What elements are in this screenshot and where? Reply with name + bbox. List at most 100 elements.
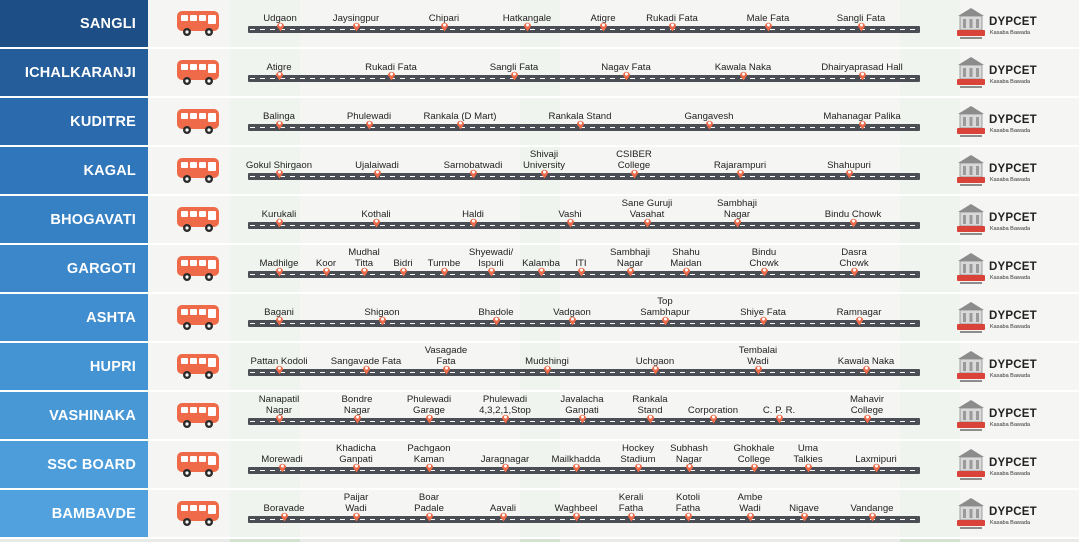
stop-label: Uma Talkies xyxy=(793,443,823,465)
college-subtitle: Kasaba Bawada xyxy=(990,30,1031,36)
location-pin-icon xyxy=(442,362,451,375)
stop-label: Dhairyaprasad Hall xyxy=(821,61,903,73)
location-pin-icon xyxy=(849,215,858,228)
college-building-icon xyxy=(956,349,986,383)
location-pin-icon xyxy=(275,117,284,130)
route-name[interactable]: ICHALKARANJI xyxy=(0,49,148,96)
stop-label: Balinga xyxy=(262,110,295,122)
stop-label: Rankala (D Mart) xyxy=(423,110,497,122)
college-name: DYPCET xyxy=(989,408,1037,420)
location-pin-icon xyxy=(850,264,859,277)
location-pin-icon xyxy=(622,68,631,81)
college-subtitle: Kasaba Bawada xyxy=(990,128,1031,134)
location-pin-icon xyxy=(705,117,714,130)
route-name[interactable]: GARGOTI xyxy=(0,245,148,292)
bus-icon xyxy=(176,303,220,331)
route-row: ASHTA Bagani Shigaon Bhadole Vadgaon Top Samb… xyxy=(0,294,1079,343)
bus-icon xyxy=(176,58,220,86)
location-pin-icon xyxy=(537,264,546,277)
college-subtitle: Kasaba Bawada xyxy=(990,471,1031,477)
location-pin-icon xyxy=(510,68,519,81)
college-logo: DYPCET Kasaba Bawada xyxy=(956,151,1076,191)
route-row: SANGLI Udgaon Jaysingpur Chipari Hatkangale A… xyxy=(0,0,1079,49)
route-name[interactable]: BHOGAVATI xyxy=(0,196,148,243)
route-lane xyxy=(148,245,1079,292)
college-building-icon xyxy=(956,104,986,138)
location-pin-icon xyxy=(523,19,532,32)
location-pin-icon xyxy=(275,166,284,179)
location-pin-icon xyxy=(275,68,284,81)
college-building-icon xyxy=(956,398,986,432)
stop-label: Shivaji University xyxy=(522,149,566,171)
location-pin-icon xyxy=(858,68,867,81)
route-name[interactable]: VASHINAKA xyxy=(0,392,148,439)
stop-label: Corporation xyxy=(687,404,739,416)
stop-label: Gangavesh xyxy=(684,110,734,122)
stop-label: Laxmipuri xyxy=(855,453,897,465)
location-pin-icon xyxy=(578,411,587,424)
location-pin-icon xyxy=(804,460,813,473)
stop-label: Mailkhadda xyxy=(551,453,601,465)
route-row: HUPRI Pattan Kodoli Sangavade Fata Vasagade… xyxy=(0,343,1079,392)
stop-label: CSIBER College xyxy=(616,149,652,171)
location-pin-icon xyxy=(360,264,369,277)
location-pin-icon xyxy=(540,166,549,179)
college-subtitle: Kasaba Bawada xyxy=(990,422,1031,428)
stop-label: Waghbeel xyxy=(554,502,598,514)
location-pin-icon xyxy=(643,215,652,228)
stop-label: Hatkangale xyxy=(502,12,552,24)
stop-label: Nagav Fata xyxy=(601,61,651,73)
stop-label: Sangli Fata xyxy=(836,12,886,24)
location-pin-icon xyxy=(425,411,434,424)
stop-label: Vadgaon xyxy=(553,306,591,318)
route-name[interactable]: SANGLI xyxy=(0,0,148,47)
route-name[interactable]: KAGAL xyxy=(0,147,148,194)
route-row: ICHALKARANJI Atigre Rukadi Fata Sangli Fata… xyxy=(0,49,1079,98)
stop-label: Mudhal Titta xyxy=(348,247,380,269)
route-name[interactable]: ASHTA xyxy=(0,294,148,341)
route-name[interactable]: SSC BOARD xyxy=(0,441,148,488)
stop-label: Nanapatil Nagar xyxy=(258,394,300,416)
stop-label: Atigre xyxy=(266,61,292,73)
location-pin-icon xyxy=(365,117,374,130)
college-logo: DYPCET Kasaba Bawada xyxy=(956,102,1076,142)
stop-label: Khadicha Ganpati xyxy=(335,443,376,465)
stop-label: Mudshingi xyxy=(525,355,569,367)
stop-label: Bindu Chowk xyxy=(824,208,882,220)
location-pin-icon xyxy=(651,362,660,375)
location-pin-icon xyxy=(572,460,581,473)
stop-label: Sambhaji Nagar xyxy=(717,198,757,220)
location-pin-icon xyxy=(845,166,854,179)
location-pin-icon xyxy=(800,509,809,522)
route-row: BAMBAVDE Boravade Paijar Wadi Boar Padale Aa… xyxy=(0,490,1079,539)
location-pin-icon xyxy=(775,411,784,424)
route-lane xyxy=(148,294,1079,341)
route-lane xyxy=(148,0,1079,47)
stop-label: Udgaon xyxy=(263,12,297,24)
route-row: KAGAL Gokul Shirgaon Ujalaiwadi Sarnobatwad… xyxy=(0,147,1079,196)
college-name: DYPCET xyxy=(989,212,1037,224)
location-pin-icon xyxy=(661,313,670,326)
location-pin-icon xyxy=(760,264,769,277)
location-pin-icon xyxy=(487,264,496,277)
location-pin-icon xyxy=(685,460,694,473)
college-logo: DYPCET Kasaba Bawada xyxy=(956,298,1076,338)
route-name[interactable]: BAMBAVDE xyxy=(0,490,148,537)
road-line xyxy=(248,222,920,229)
stop-label: Bhadole xyxy=(478,306,514,318)
location-pin-icon xyxy=(764,19,773,32)
route-name[interactable]: HUPRI xyxy=(0,343,148,390)
stop-label: Sane Guruji Vasahat xyxy=(621,198,673,220)
location-pin-icon xyxy=(322,264,331,277)
location-pin-icon xyxy=(857,19,866,32)
route-row: GARGOTI Madhilge Koor Mudhal Titta Bidri Turm… xyxy=(0,245,1079,294)
stop-label: Morewadi xyxy=(261,453,303,465)
college-name: DYPCET xyxy=(989,261,1037,273)
location-pin-icon xyxy=(872,460,881,473)
location-pin-icon xyxy=(275,264,284,277)
location-pin-icon xyxy=(425,509,434,522)
college-logo: DYPCET Kasaba Bawada xyxy=(956,396,1076,436)
route-name[interactable]: KUDITRE xyxy=(0,98,148,145)
stop-label: Vashi xyxy=(558,208,582,220)
stop-label: Kalamba xyxy=(522,257,560,269)
